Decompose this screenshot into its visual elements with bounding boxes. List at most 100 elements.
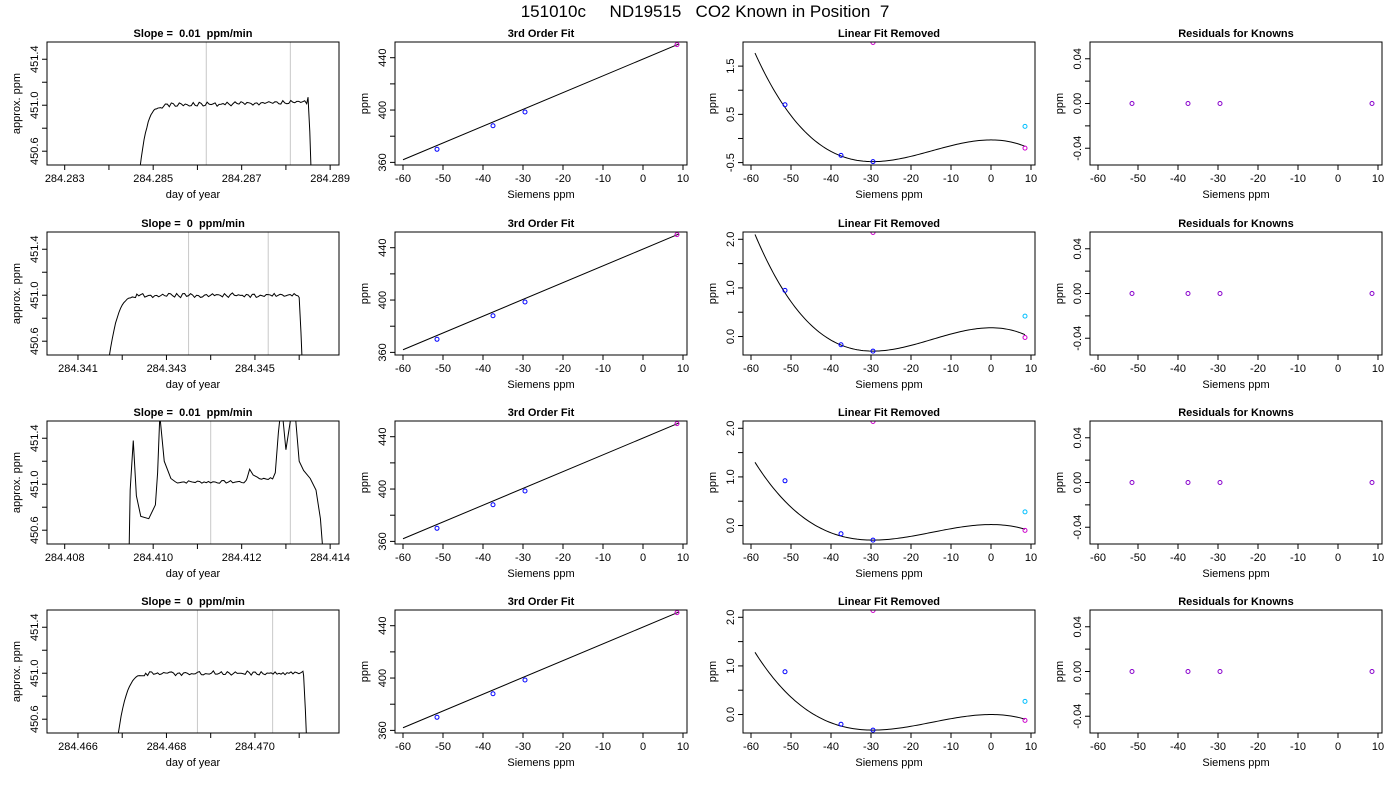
y-tick-label: 0.5 — [725, 107, 737, 122]
data-point — [1217, 669, 1223, 674]
y-tick-label: 400 — [377, 291, 389, 309]
data-point — [1022, 313, 1028, 319]
plot-area — [754, 610, 1028, 733]
data-point — [1185, 101, 1191, 106]
panel-title: 3rd Order Fit — [508, 407, 575, 419]
plot-frame — [46, 420, 340, 545]
data-point — [522, 109, 528, 115]
y-tick-label: 2.0 — [725, 610, 737, 625]
panel-r1c2: Linear Fit Removed -60 -50 -40 -30 -20 -10 0 10 0… — [707, 218, 1037, 391]
y-tick-label: -0.04 — [1072, 326, 1084, 351]
x-tick-label: 10 — [1372, 363, 1384, 375]
data-point — [522, 677, 528, 683]
x-tick-label: 284.468 — [147, 741, 187, 753]
data-point — [434, 336, 440, 342]
x-tick-label: -20 — [903, 363, 919, 375]
x-tick-label: 10 — [1025, 173, 1037, 185]
y-axis-label: ppm — [359, 472, 371, 493]
x-tick-label: 10 — [1025, 363, 1037, 375]
panel-r2c1: 3rd Order Fit -60 -50 -40 -30 -20 -10 0 10 360 400… — [359, 407, 689, 580]
x-tick-label: 10 — [677, 552, 689, 564]
panel-title: Linear Fit Removed — [838, 218, 940, 230]
y-tick-label: 0.0 — [725, 329, 737, 344]
data-point — [1185, 480, 1191, 485]
data-point — [838, 721, 844, 727]
x-tick-label: 0 — [988, 173, 994, 185]
data-point — [434, 714, 440, 720]
x-tick-label: -10 — [1290, 552, 1306, 564]
x-tick-label: 0 — [1335, 363, 1341, 375]
x-tick-label: -40 — [823, 552, 839, 564]
x-axis-label: Siemens ppm — [507, 379, 574, 391]
x-tick-label: -20 — [555, 363, 571, 375]
x-tick-label: 284.283 — [45, 173, 85, 185]
x-axis-label: day of year — [166, 757, 221, 769]
x-tick-label: -10 — [595, 552, 611, 564]
x-tick-label: 284.341 — [58, 363, 98, 375]
x-tick-label: -30 — [863, 173, 879, 185]
x-tick-label: 0 — [1335, 173, 1341, 185]
x-tick-label: 0 — [640, 741, 646, 753]
x-tick-label: 284.412 — [222, 552, 262, 564]
y-axis-label: ppm — [1054, 661, 1066, 682]
y-tick-label: 451.4 — [29, 45, 41, 73]
x-axis-label: Siemens ppm — [1202, 379, 1269, 391]
x-tick-label: 284.343 — [147, 363, 187, 375]
panel-title: Linear Fit Removed — [838, 407, 940, 419]
y-axis-label: ppm — [707, 472, 719, 493]
x-tick-label: -10 — [595, 741, 611, 753]
y-axis-label: ppm — [359, 283, 371, 304]
data-point — [674, 232, 680, 238]
x-tick-label: -50 — [783, 741, 799, 753]
panel-r2c0: Slope = 0.01 ppm/min 284.408 284.410 284.41… — [11, 407, 350, 580]
data-point — [1369, 291, 1375, 296]
y-axis-label: ppm — [707, 661, 719, 682]
x-tick-label: 0 — [988, 552, 994, 564]
x-tick-label: 10 — [677, 363, 689, 375]
x-tick-label: -10 — [1290, 173, 1306, 185]
x-tick-label: -20 — [1250, 173, 1266, 185]
x-tick-label: -40 — [475, 741, 491, 753]
x-tick-label: -60 — [395, 552, 411, 564]
x-axis-label: Siemens ppm — [855, 189, 922, 201]
data-point — [838, 342, 844, 348]
x-tick-label: 284.466 — [58, 741, 98, 753]
x-tick-label: -50 — [1130, 363, 1146, 375]
x-tick-label: 0 — [988, 741, 994, 753]
time-series-trace — [117, 670, 307, 733]
y-tick-label: 0.04 — [1072, 238, 1084, 259]
x-tick-label: 0 — [988, 363, 994, 375]
x-tick-label: -60 — [395, 173, 411, 185]
panel-r3c2: Linear Fit Removed -60 -50 -40 -30 -20 -10 0 10 0… — [707, 596, 1037, 769]
data-point — [870, 727, 876, 733]
x-tick-label: -60 — [1090, 741, 1106, 753]
x-tick-label: -20 — [1250, 363, 1266, 375]
cubic-fit-curve — [754, 234, 1026, 352]
panel-r0c1: 3rd Order Fit -60 -50 -40 -30 -20 -10 0 10 360 400… — [359, 28, 689, 201]
x-tick-label: -10 — [943, 552, 959, 564]
panel-title: Slope = 0.01 ppm/min — [134, 28, 253, 40]
x-tick-label: -60 — [395, 363, 411, 375]
x-tick-label: 284.285 — [133, 173, 173, 185]
y-tick-label: 360 — [377, 343, 389, 361]
panel-r1c1: 3rd Order Fit -60 -50 -40 -30 -20 -10 0 10 360 400… — [359, 218, 689, 391]
y-tick-label: 360 — [377, 153, 389, 171]
data-point — [1022, 334, 1028, 340]
data-point — [1022, 145, 1028, 151]
data-point — [870, 348, 876, 354]
x-tick-label: -30 — [515, 363, 531, 375]
y-axis-label: approx. ppm — [11, 641, 23, 702]
y-tick-label: 2.0 — [725, 421, 737, 436]
y-tick-label: 440 — [377, 239, 389, 257]
plot-frame — [394, 231, 688, 356]
x-tick-label: -60 — [743, 173, 759, 185]
x-tick-label: 284.414 — [310, 552, 350, 564]
x-tick-label: -10 — [1290, 741, 1306, 753]
x-tick-label: -20 — [555, 552, 571, 564]
x-axis-label: day of year — [166, 568, 221, 580]
plot-area — [1129, 480, 1375, 485]
y-tick-label: 450.6 — [29, 705, 41, 733]
plot-area — [754, 421, 1028, 543]
plot-frame — [1089, 231, 1383, 356]
